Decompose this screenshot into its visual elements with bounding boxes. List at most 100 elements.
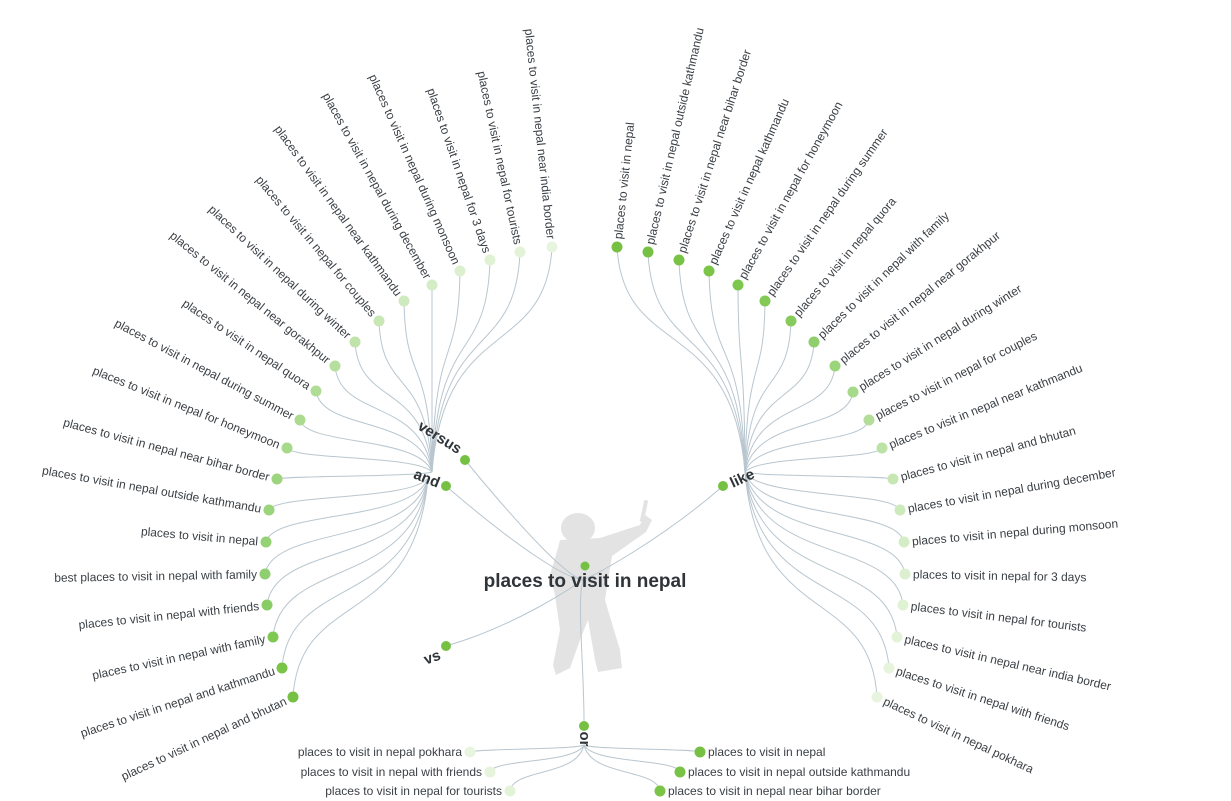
leaf-dot[interactable] bbox=[484, 254, 496, 266]
leaf-dot[interactable] bbox=[611, 241, 623, 253]
link-leaf bbox=[647, 251, 746, 473]
link-leaf bbox=[264, 477, 429, 575]
leaf-dot[interactable] bbox=[847, 386, 859, 398]
leaf-label[interactable]: places to visit in nepal bbox=[708, 745, 825, 759]
leaf-dot[interactable] bbox=[373, 315, 385, 327]
leaf-label[interactable]: places to visit in nepal for tourists bbox=[910, 599, 1087, 634]
link-versus bbox=[464, 459, 586, 580]
link-leaf bbox=[744, 341, 815, 473]
link-leaf bbox=[744, 471, 905, 543]
leaf-dot[interactable] bbox=[829, 360, 841, 372]
leaf-dot[interactable] bbox=[260, 536, 272, 548]
leaf-label[interactable]: places to visit in nepal near bihar bord… bbox=[668, 784, 881, 798]
link-leaf bbox=[281, 477, 429, 669]
hub-label-like[interactable]: like bbox=[727, 466, 757, 492]
leaf-dot[interactable] bbox=[891, 631, 903, 643]
leaf-dot[interactable] bbox=[349, 336, 361, 348]
leaf-dot[interactable] bbox=[694, 746, 706, 758]
link-like bbox=[583, 485, 724, 580]
leaf-dot[interactable] bbox=[871, 691, 883, 703]
leaf-dot[interactable] bbox=[271, 473, 283, 485]
leaf-dot[interactable] bbox=[294, 414, 306, 426]
link-leaf bbox=[266, 477, 429, 606]
link-leaf bbox=[276, 471, 433, 480]
link-leaf bbox=[469, 744, 585, 753]
leaf-dot[interactable] bbox=[398, 295, 410, 307]
leaf-label[interactable]: places to visit in nepal for tourists bbox=[325, 784, 502, 798]
leaf-label[interactable]: places to visit in nepal pokhara bbox=[298, 745, 462, 759]
hub-label-vs[interactable]: vs bbox=[422, 647, 443, 669]
leaf-label[interactable]: places to visit in nepal near india bord… bbox=[522, 28, 558, 240]
leaf-dot[interactable] bbox=[484, 766, 496, 778]
leaf-dot[interactable] bbox=[642, 246, 654, 258]
hub-dot-vs[interactable] bbox=[441, 641, 451, 651]
link-leaf bbox=[334, 365, 433, 473]
leaf-dot[interactable] bbox=[654, 785, 666, 797]
hub-dot-or[interactable] bbox=[579, 721, 589, 731]
leaf-label[interactable]: places to visit in nepal with friends bbox=[78, 599, 260, 632]
link-leaf bbox=[286, 447, 433, 473]
leaf-dot[interactable] bbox=[887, 473, 899, 485]
leaf-dot[interactable] bbox=[785, 315, 797, 327]
link-leaf bbox=[744, 471, 890, 669]
leaf-dot[interactable] bbox=[263, 504, 275, 516]
leaf-dot[interactable] bbox=[863, 414, 875, 426]
leaf-dot[interactable] bbox=[267, 631, 279, 643]
leaf-dot[interactable] bbox=[261, 599, 273, 611]
leaf-dot[interactable] bbox=[673, 254, 685, 266]
leaf-label[interactable]: places to visit in nepal bbox=[140, 524, 258, 548]
leaf-dot[interactable] bbox=[546, 241, 558, 253]
leaf-dot[interactable] bbox=[454, 265, 466, 277]
link-and bbox=[445, 485, 586, 580]
hub-dot-versus[interactable] bbox=[460, 455, 470, 465]
link-leaf bbox=[744, 471, 901, 511]
leaf-dot[interactable] bbox=[504, 785, 516, 797]
link-leaf bbox=[299, 419, 433, 473]
link-leaf bbox=[292, 477, 429, 698]
leaf-label[interactable]: places to visit in nepal during monsoon bbox=[911, 517, 1118, 549]
hub-dot-and[interactable] bbox=[441, 481, 451, 491]
link-leaf bbox=[616, 246, 746, 473]
leaf-label[interactable]: places to visit in nepal with friends bbox=[301, 765, 482, 779]
link-leaf bbox=[272, 477, 429, 638]
leaf-dot[interactable] bbox=[276, 662, 288, 674]
leaf-dot[interactable] bbox=[883, 662, 895, 674]
leaf-label[interactable]: places to visit in nepal quora bbox=[791, 194, 899, 319]
leaf-label[interactable]: places to visit in nepal outside kathman… bbox=[688, 765, 910, 779]
leaf-dot[interactable] bbox=[899, 568, 911, 580]
link-leaf bbox=[268, 477, 429, 511]
hub-label-and[interactable]: and bbox=[411, 466, 442, 492]
leaf-dot[interactable] bbox=[808, 336, 820, 348]
leaf-dot[interactable] bbox=[426, 279, 438, 291]
leaf-label[interactable]: places to visit in nepal for 3 days bbox=[913, 567, 1087, 584]
leaf-dot[interactable] bbox=[287, 691, 299, 703]
leaf-dot[interactable] bbox=[281, 442, 293, 454]
leaf-dot[interactable] bbox=[464, 746, 476, 758]
leaf-dot[interactable] bbox=[732, 279, 744, 291]
link-leaf bbox=[744, 471, 906, 575]
leaf-dot[interactable] bbox=[876, 442, 888, 454]
leaf-dot[interactable] bbox=[674, 766, 686, 778]
leaf-dot[interactable] bbox=[894, 504, 906, 516]
hub-label-or[interactable]: or bbox=[576, 732, 593, 747]
link-leaf bbox=[431, 251, 521, 473]
hub-dot-like[interactable] bbox=[718, 481, 728, 491]
leaf-dot[interactable] bbox=[514, 246, 526, 258]
leaf-label[interactable]: places to visit in nepal quora bbox=[180, 296, 314, 392]
link-leaf bbox=[744, 447, 883, 473]
leaf-dot[interactable] bbox=[703, 265, 715, 277]
link-leaf bbox=[583, 744, 701, 753]
link-or bbox=[579, 577, 586, 727]
leaf-dot[interactable] bbox=[329, 360, 341, 372]
link-leaf bbox=[744, 471, 898, 638]
link-leaf bbox=[431, 270, 461, 473]
leaf-label[interactable]: places to visit in nepal for couples bbox=[873, 329, 1039, 423]
leaf-dot[interactable] bbox=[897, 599, 909, 611]
leaf-label[interactable]: best places to visit in nepal with famil… bbox=[54, 567, 257, 585]
leaf-label[interactable]: places to visit in nepal bbox=[611, 122, 637, 240]
leaf-dot[interactable] bbox=[759, 295, 771, 307]
leaf-dot[interactable] bbox=[310, 385, 322, 397]
leaf-dot[interactable] bbox=[259, 568, 271, 580]
leaf-dot[interactable] bbox=[898, 536, 910, 548]
